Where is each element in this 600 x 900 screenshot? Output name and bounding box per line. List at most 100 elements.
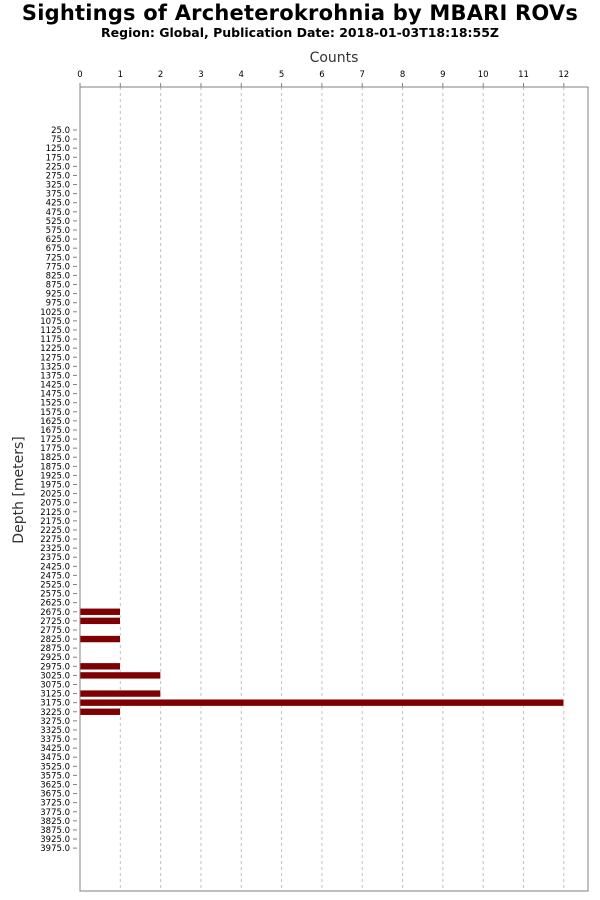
y-tick-label: 375.0 — [46, 190, 70, 200]
y-tick-label: 2025.0 — [40, 490, 70, 500]
y-tick-label: 3725.0 — [40, 799, 70, 809]
y-tick-label: 225.0 — [46, 162, 70, 172]
y-tick-label: 1875.0 — [40, 462, 70, 472]
y-tick-label: 2225.0 — [40, 526, 70, 536]
y-tick-label: 925.0 — [46, 290, 70, 300]
plot-area — [79, 86, 589, 892]
x-axis-label: Counts — [310, 50, 359, 66]
y-tick-label: 675.0 — [46, 244, 70, 254]
y-tick-label: 275.0 — [46, 171, 70, 181]
y-tick-label: 575.0 — [46, 226, 70, 236]
y-tick-label: 1375.0 — [40, 371, 70, 381]
y-tick-label: 425.0 — [46, 199, 70, 209]
y-tick-label: 3575.0 — [40, 771, 70, 781]
y-tick-label: 1725.0 — [40, 435, 70, 445]
y-tick-label: 3375.0 — [40, 735, 70, 745]
y-tick-label: 725.0 — [46, 253, 70, 263]
y-tick-label: 2375.0 — [40, 553, 70, 563]
grid-lines — [119, 87, 565, 891]
chart-title: Sightings of Archeterokrohnia by MBARI R… — [21, 1, 579, 25]
y-tick-label: 2525.0 — [40, 581, 70, 591]
x-tick-label: 3 — [198, 70, 203, 80]
y-tick-label: 2825.0 — [40, 635, 70, 645]
y-tick-label: 1675.0 — [40, 426, 70, 436]
y-tick-label: 2875.0 — [40, 644, 70, 654]
y-tick-label: 1475.0 — [40, 390, 70, 400]
y-tick-label: 2625.0 — [40, 599, 70, 609]
y-tick-label: 3175.0 — [40, 699, 70, 709]
x-tick-label: 9 — [440, 70, 445, 80]
y-tick-label: 975.0 — [46, 299, 70, 309]
bar — [79, 662, 121, 671]
y-tick-label: 1625.0 — [40, 417, 70, 427]
y-tick-label: 2275.0 — [40, 535, 70, 545]
y-tick-label: 1975.0 — [40, 481, 70, 491]
y-tick-label: 2775.0 — [40, 626, 70, 636]
y-tick-label: 2925.0 — [40, 653, 70, 663]
bar — [79, 671, 161, 680]
y-tick-label: 2675.0 — [40, 608, 70, 618]
y-tick-label: 25.0 — [51, 126, 70, 136]
y-tick-label: 3825.0 — [40, 817, 70, 827]
x-tick-label: 5 — [279, 70, 284, 80]
chart-subtitle: Region: Global, Publication Date: 2018-0… — [101, 25, 499, 40]
y-tick-label: 175.0 — [46, 153, 70, 163]
y-tick-label: 3025.0 — [40, 671, 70, 681]
y-tick-label: 1275.0 — [40, 353, 70, 363]
y-tick-label: 2975.0 — [40, 662, 70, 672]
y-tick-label: 3475.0 — [40, 753, 70, 763]
y-tick-label: 2725.0 — [40, 617, 70, 627]
bar — [79, 635, 121, 643]
y-tick-label: 2125.0 — [40, 508, 70, 518]
y-tick-label: 75.0 — [51, 135, 70, 145]
y-tick-label: 2325.0 — [40, 544, 70, 554]
y-tick-label: 1925.0 — [40, 471, 70, 481]
y-tick-label: 625.0 — [46, 235, 70, 245]
x-axis-ticks: 0 1 2 3 4 5 6 7 8 9 10 11 12 — [77, 70, 569, 87]
y-tick-label: 325.0 — [46, 181, 70, 191]
x-tick-label: 11 — [518, 70, 529, 80]
y-tick-label: 3625.0 — [40, 780, 70, 790]
bar — [79, 607, 121, 616]
y-tick-label: 3425.0 — [40, 744, 70, 754]
y-tick-label: 1425.0 — [40, 381, 70, 391]
x-tick-label: 6 — [319, 70, 324, 80]
y-tick-label: 1025.0 — [40, 308, 70, 318]
x-tick-label: 7 — [360, 70, 365, 80]
y-tick-label: 2425.0 — [40, 562, 70, 572]
y-tick-label: 1125.0 — [40, 326, 70, 336]
y-tick-label: 125.0 — [46, 144, 70, 154]
bar — [79, 698, 565, 707]
y-tick-label: 825.0 — [46, 271, 70, 281]
y-tick-label: 3975.0 — [40, 844, 70, 854]
y-tick-label: 1825.0 — [40, 453, 70, 463]
y-tick-label: 3075.0 — [40, 680, 70, 690]
y-axis-label: Depth [meters] — [11, 436, 27, 543]
bar — [79, 707, 121, 716]
x-tick-label: 8 — [400, 70, 405, 80]
y-tick-label: 2475.0 — [40, 571, 70, 581]
y-tick-label: 3875.0 — [40, 826, 70, 836]
y-tick-label: 3275.0 — [40, 717, 70, 727]
y-tick-label: 3675.0 — [40, 790, 70, 800]
y-tick-label: 1075.0 — [40, 317, 70, 327]
y-tick-label: 3925.0 — [40, 835, 70, 845]
x-tick-label: 12 — [558, 70, 569, 80]
bar — [79, 689, 161, 698]
y-tick-label: 1325.0 — [40, 362, 70, 372]
y-axis-ticks: 25.075.0125.0175.0225.0275.0325.0375.042… — [40, 126, 77, 854]
y-tick-label: 2575.0 — [40, 590, 70, 600]
y-tick-label: 1525.0 — [40, 399, 70, 409]
x-tick-label: 0 — [77, 70, 82, 80]
y-tick-label: 475.0 — [46, 208, 70, 218]
y-tick-label: 1775.0 — [40, 444, 70, 454]
y-tick-label: 3225.0 — [40, 708, 70, 718]
y-tick-label: 525.0 — [46, 217, 70, 227]
x-tick-label: 2 — [158, 70, 163, 80]
y-tick-label: 1575.0 — [40, 408, 70, 418]
y-tick-label: 3775.0 — [40, 808, 70, 818]
y-tick-label: 2075.0 — [40, 499, 70, 509]
y-tick-label: 875.0 — [46, 281, 70, 291]
y-tick-label: 3125.0 — [40, 690, 70, 700]
